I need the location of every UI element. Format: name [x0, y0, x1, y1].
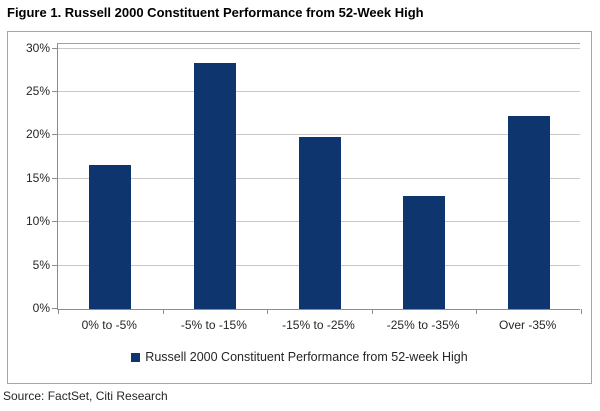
- x-axis-tick: [476, 309, 477, 314]
- y-axis-tick: [52, 177, 58, 179]
- x-axis-tick: [163, 309, 164, 314]
- gridline-30: [58, 47, 580, 49]
- figure-title: Figure 1. Russell 2000 Constituent Perfo…: [7, 5, 424, 20]
- gridline-20: [58, 134, 580, 136]
- bar-0% to -5%: [89, 164, 132, 309]
- x-axis-tick: [372, 309, 373, 314]
- gridline-25: [58, 91, 580, 92]
- x-axis-tick: [581, 309, 582, 314]
- y-axis-tick: [52, 91, 58, 92]
- y-axis-tick: [52, 221, 58, 223]
- y-axis-label: 25%: [25, 84, 50, 98]
- y-axis-tick: [52, 134, 58, 136]
- bar--25% to -35%: [403, 196, 446, 309]
- y-axis-label: 15%: [25, 170, 50, 185]
- legend-label: Russell 2000 Constituent Performance fro…: [145, 350, 468, 364]
- x-axis-label: Over -35%: [499, 318, 557, 332]
- y-axis-label: 30%: [25, 40, 50, 55]
- x-axis-label: -15% to -25%: [282, 318, 355, 332]
- y-axis-label: 10%: [25, 214, 50, 229]
- bar--15% to -25%: [298, 137, 341, 309]
- source-note: Source: FactSet, Citi Research: [3, 389, 168, 403]
- y-axis-label: 0%: [32, 301, 50, 315]
- x-axis-label: 0% to -5%: [81, 318, 137, 332]
- plot-area: [52, 43, 582, 314]
- x-axis-tick: [58, 309, 59, 314]
- y-axis-tick: [52, 47, 58, 49]
- legend: Russell 2000 Constituent Performance fro…: [8, 350, 591, 364]
- y-axis-tick: [52, 264, 58, 266]
- bar--5% to -15%: [193, 62, 236, 309]
- x-axis-tick: [267, 309, 268, 314]
- legend-square-icon: [131, 352, 141, 362]
- x-axis-label: -25% to -35%: [386, 318, 460, 332]
- y-axis-tick: [52, 308, 58, 309]
- x-axis-label: -5% to -15%: [180, 318, 247, 332]
- bar-Over -35%: [507, 116, 550, 309]
- y-axis-label: 20%: [25, 127, 50, 142]
- y-axis-label: 5%: [32, 257, 50, 272]
- chart-frame: Russell 2000 Constituent Performance fro…: [7, 31, 592, 384]
